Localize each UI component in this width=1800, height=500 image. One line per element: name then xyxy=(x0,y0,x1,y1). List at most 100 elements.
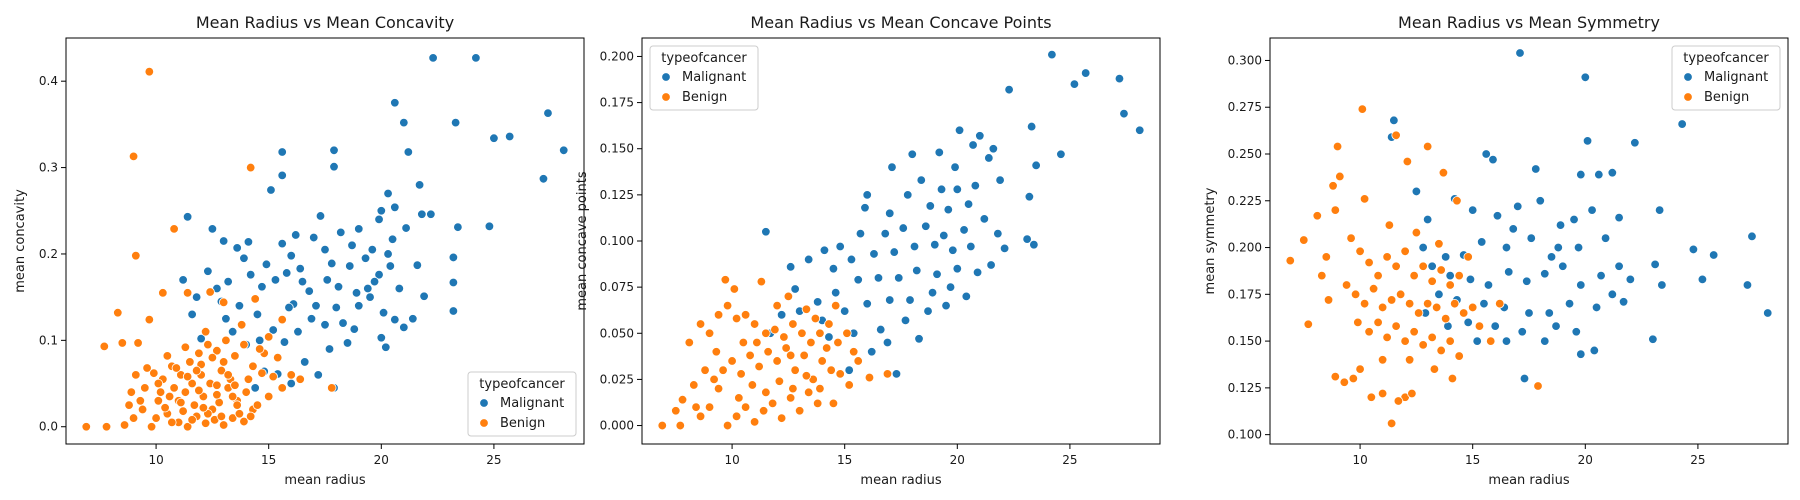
data-point-malignant xyxy=(223,276,233,287)
data-point-malignant xyxy=(1555,220,1566,230)
data-point-malignant xyxy=(284,302,294,313)
data-point-malignant xyxy=(860,203,870,213)
data-point-benign xyxy=(756,276,767,287)
data-point-benign xyxy=(761,328,771,338)
data-point-benign xyxy=(747,380,758,390)
data-point-malignant xyxy=(417,209,427,219)
data-point-malignant xyxy=(354,301,364,311)
data-point-malignant xyxy=(830,287,841,298)
data-point-malignant xyxy=(191,292,202,302)
data-point-malignant xyxy=(921,221,931,231)
data-point-malignant xyxy=(376,333,387,343)
data-point-malignant xyxy=(835,241,845,252)
data-point-malignant xyxy=(898,223,908,233)
data-point-malignant xyxy=(378,307,389,318)
plot-area-frame xyxy=(1269,37,1789,445)
data-point-malignant xyxy=(1607,168,1618,178)
data-point-benign xyxy=(169,383,179,393)
data-point-malignant xyxy=(1614,212,1624,223)
legend-box xyxy=(649,45,759,111)
data-point-malignant xyxy=(243,237,254,247)
data-point-benign xyxy=(1366,392,1377,402)
data-point-malignant xyxy=(988,144,999,154)
data-point-benign xyxy=(718,365,728,375)
data-point-benign xyxy=(810,313,821,324)
legend: typeofcancer Malignant Benign xyxy=(467,371,577,437)
data-point-benign xyxy=(1332,141,1343,152)
data-point-benign xyxy=(1445,336,1455,346)
data-point-malignant xyxy=(954,125,965,135)
data-point-benign xyxy=(203,339,213,350)
data-point-malignant xyxy=(428,53,438,63)
data-point-benign xyxy=(763,347,773,357)
data-point-benign xyxy=(1418,340,1428,350)
data-point-benign xyxy=(1391,130,1401,140)
data-point-malignant xyxy=(1540,269,1550,279)
data-point-malignant xyxy=(1517,327,1527,337)
data-point-malignant xyxy=(975,131,985,141)
data-point-benign xyxy=(194,348,204,358)
data-point-benign xyxy=(1436,345,1446,356)
data-point-benign xyxy=(200,327,211,337)
data-point-malignant xyxy=(221,314,231,324)
data-point-malignant xyxy=(943,204,953,215)
data-point-benign xyxy=(239,339,249,350)
data-point-benign xyxy=(684,337,694,348)
data-point-malignant xyxy=(203,266,213,276)
data-point-benign xyxy=(230,351,240,361)
data-point-benign xyxy=(263,332,274,342)
data-point-benign xyxy=(142,363,152,373)
data-point-benign xyxy=(1452,196,1462,206)
data-point-benign xyxy=(1445,280,1455,290)
data-point-malignant xyxy=(1650,259,1660,270)
data-point-benign xyxy=(1395,289,1406,300)
data-point-malignant xyxy=(327,258,337,269)
data-point-benign xyxy=(113,307,123,318)
data-point-malignant xyxy=(315,211,326,221)
data-point-benign xyxy=(207,352,218,363)
data-point-malignant xyxy=(900,315,911,326)
data-point-malignant xyxy=(1004,84,1014,95)
chart-title: Mean Radius vs Mean Symmetry xyxy=(1398,13,1660,32)
data-point-benign xyxy=(182,371,193,382)
data-point-benign xyxy=(1303,319,1313,329)
data-point-benign xyxy=(749,417,760,427)
data-point-malignant xyxy=(1535,196,1545,206)
data-point-benign xyxy=(218,420,229,430)
data-point-benign xyxy=(133,338,143,348)
data-point-benign xyxy=(169,224,179,234)
data-point-malignant xyxy=(1119,108,1129,119)
data-point-malignant xyxy=(207,224,218,234)
data-point-benign xyxy=(1348,373,1359,384)
data-point-malignant xyxy=(1625,274,1636,285)
data-point-malignant xyxy=(1445,270,1455,281)
y-tick-label: 0.050 xyxy=(600,326,634,340)
data-point-malignant xyxy=(1571,327,1581,337)
data-point-benign xyxy=(155,387,166,397)
series-malignant xyxy=(178,53,569,393)
data-point-benign xyxy=(146,422,157,432)
data-point-benign xyxy=(124,400,134,410)
series-benign xyxy=(81,66,337,432)
legend-box xyxy=(467,371,577,437)
data-point-benign xyxy=(801,371,812,381)
data-point-malignant xyxy=(1056,149,1066,159)
data-point-benign xyxy=(1418,261,1428,271)
data-point-malignant xyxy=(916,175,926,185)
data-point-malignant xyxy=(979,214,990,224)
data-point-malignant xyxy=(1389,115,1399,126)
data-point-malignant xyxy=(354,224,364,234)
data-point-malignant xyxy=(338,318,348,328)
chart-panel-3: Mean Radius vs Mean Symmetry 10 15 20 25 0.10… xyxy=(1203,13,1789,488)
data-point-malignant xyxy=(1546,252,1557,262)
data-point-malignant xyxy=(1479,298,1489,309)
data-point-benign xyxy=(675,420,685,431)
data-point-benign xyxy=(731,411,742,422)
legend-label-malignant: Malignant xyxy=(1704,70,1768,85)
data-point-benign xyxy=(1434,239,1444,249)
data-point-malignant xyxy=(952,263,963,274)
data-point-malignant xyxy=(790,284,800,294)
data-point-benign xyxy=(1346,233,1356,243)
data-point-malignant xyxy=(932,269,942,279)
x-tick-label: 15 xyxy=(837,453,852,467)
